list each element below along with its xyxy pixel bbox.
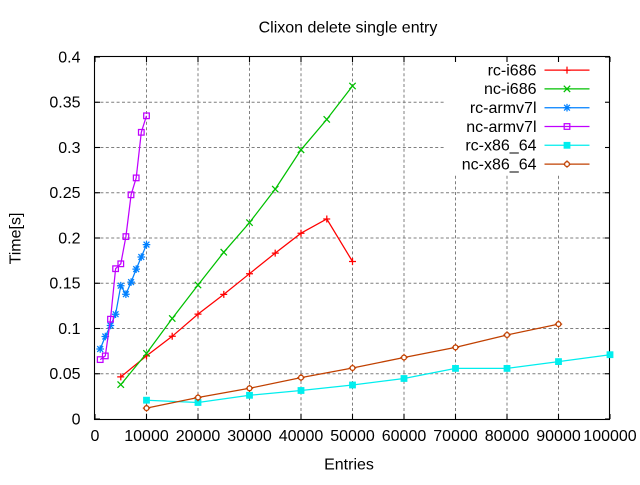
- svg-text:Time[s]: Time[s]: [8, 213, 25, 265]
- svg-text:0: 0: [72, 411, 81, 428]
- svg-text:Entries: Entries: [324, 457, 374, 474]
- svg-text:30000: 30000: [227, 428, 272, 445]
- svg-text:nc-x86_64: nc-x86_64: [462, 156, 537, 173]
- svg-text:90000: 90000: [536, 428, 581, 445]
- svg-text:0.4: 0.4: [58, 49, 80, 66]
- svg-text:nc-i686: nc-i686: [484, 81, 537, 98]
- svg-text:0: 0: [91, 428, 100, 445]
- svg-text:rc-i686: rc-i686: [488, 62, 537, 79]
- svg-text:60000: 60000: [382, 428, 427, 445]
- svg-text:rc-x86_64: rc-x86_64: [465, 138, 536, 155]
- svg-text:0.2: 0.2: [58, 230, 80, 247]
- svg-text:50000: 50000: [330, 428, 375, 445]
- svg-text:nc-armv7l: nc-armv7l: [466, 119, 536, 136]
- svg-text:70000: 70000: [433, 428, 478, 445]
- svg-text:0.15: 0.15: [49, 276, 80, 293]
- svg-text:rc-armv7l: rc-armv7l: [470, 100, 537, 117]
- svg-text:80000: 80000: [485, 428, 530, 445]
- svg-text:Clixon delete single entry: Clixon delete single entry: [259, 19, 438, 36]
- svg-text:40000: 40000: [279, 428, 324, 445]
- svg-text:0.3: 0.3: [58, 140, 80, 157]
- svg-text:0.05: 0.05: [49, 366, 80, 383]
- svg-text:20000: 20000: [176, 428, 221, 445]
- svg-text:100000: 100000: [583, 428, 636, 445]
- svg-text:10000: 10000: [124, 428, 169, 445]
- svg-text:0.1: 0.1: [58, 321, 80, 338]
- svg-text:0.25: 0.25: [49, 185, 80, 202]
- svg-text:0.35: 0.35: [49, 95, 80, 112]
